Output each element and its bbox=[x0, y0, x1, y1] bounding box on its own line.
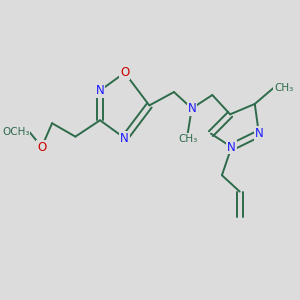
Text: OCH₃: OCH₃ bbox=[2, 127, 30, 137]
Text: N: N bbox=[120, 132, 129, 145]
Text: N: N bbox=[254, 127, 263, 140]
Text: O: O bbox=[37, 140, 46, 154]
Text: O: O bbox=[120, 66, 129, 79]
Text: CH₃: CH₃ bbox=[178, 134, 197, 144]
Text: CH₃: CH₃ bbox=[274, 82, 293, 93]
Text: N: N bbox=[227, 140, 236, 154]
Text: N: N bbox=[188, 102, 196, 115]
Text: N: N bbox=[96, 84, 104, 97]
